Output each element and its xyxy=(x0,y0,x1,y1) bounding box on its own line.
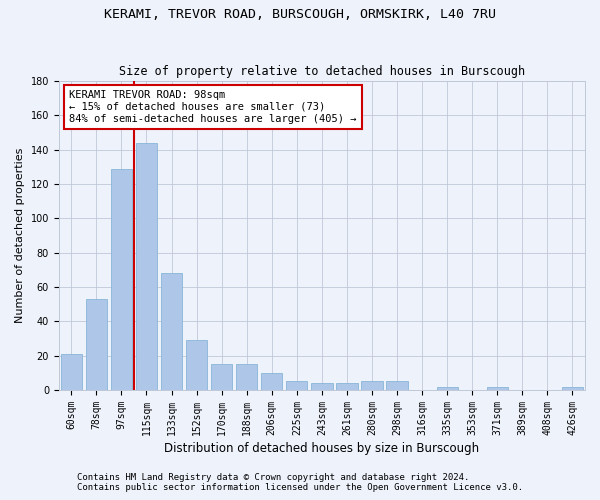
Bar xyxy=(487,386,508,390)
Text: KERAMI, TREVOR ROAD, BURSCOUGH, ORMSKIRK, L40 7RU: KERAMI, TREVOR ROAD, BURSCOUGH, ORMSKIRK… xyxy=(104,8,496,20)
Bar xyxy=(211,364,232,390)
Bar xyxy=(261,373,283,390)
Bar xyxy=(111,168,132,390)
Bar xyxy=(186,340,207,390)
Y-axis label: Number of detached properties: Number of detached properties xyxy=(15,148,25,324)
Text: KERAMI TREVOR ROAD: 98sqm
← 15% of detached houses are smaller (73)
84% of semi-: KERAMI TREVOR ROAD: 98sqm ← 15% of detac… xyxy=(70,90,357,124)
X-axis label: Distribution of detached houses by size in Burscough: Distribution of detached houses by size … xyxy=(164,442,479,455)
Bar xyxy=(336,383,358,390)
Bar xyxy=(562,386,583,390)
Bar xyxy=(386,382,408,390)
Bar xyxy=(286,382,307,390)
Bar xyxy=(361,382,383,390)
Bar xyxy=(61,354,82,390)
Bar xyxy=(136,143,157,390)
Text: Contains HM Land Registry data © Crown copyright and database right 2024.
Contai: Contains HM Land Registry data © Crown c… xyxy=(77,473,523,492)
Bar xyxy=(161,274,182,390)
Bar xyxy=(86,299,107,390)
Bar xyxy=(437,386,458,390)
Title: Size of property relative to detached houses in Burscough: Size of property relative to detached ho… xyxy=(119,66,525,78)
Bar xyxy=(311,383,332,390)
Bar xyxy=(236,364,257,390)
